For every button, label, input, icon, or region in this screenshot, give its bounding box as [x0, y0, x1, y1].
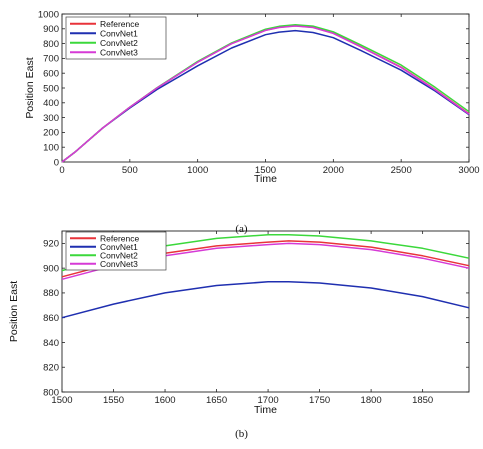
chart-a-ytick-label: 100	[43, 143, 59, 154]
chart-a-xtick-label: 500	[122, 165, 138, 176]
chart-a-xtick-label: 0	[59, 165, 64, 176]
chart-b-xtick-label: 1700	[258, 395, 279, 406]
chart-a-series-convnet3	[61, 25, 470, 163]
chart-a-xtick-label: 3000	[458, 165, 479, 176]
chart-b: 1500 1550 1600 1650 1700 1750 1800 1850 800 820 84…	[8, 230, 470, 440]
chart-b-xtick-label: 1750	[309, 395, 330, 406]
chart-b-caption: (b)	[235, 428, 248, 440]
chart-b-ylabel: Position East	[8, 281, 20, 342]
chart-b-ytick-label: 900	[43, 263, 59, 274]
chart-a: 0 500 1000 1500 2000 2500 30000100200300400500…	[24, 9, 480, 235]
chart-a-caption: (a)	[235, 223, 248, 235]
chart-b-xtick-label: 1550	[103, 395, 124, 406]
chart-a-xtick-label: 2500	[391, 165, 412, 176]
chart-a-ytick-label: 800	[43, 39, 59, 50]
chart-b-ytick-label: 860	[43, 313, 59, 324]
chart-b-xtick-label: 1500	[51, 395, 72, 406]
chart-a-legend-label: ConvNet1	[100, 28, 138, 38]
chart-a-xtick-label: 1000	[187, 165, 208, 176]
chart-a-xlabel: Time	[254, 173, 277, 185]
chart-b-legend-label: ConvNet2	[100, 250, 138, 260]
chart-a-ytick-label: 400	[43, 98, 59, 109]
chart-b-axes-frame	[61, 230, 470, 393]
chart-a-ytick-label: 300	[43, 113, 59, 124]
chart-b-ytick-label: 840	[43, 338, 59, 349]
chart-b-ytick-label: 820	[43, 363, 59, 374]
chart-b-xtick-label: 1850	[412, 395, 433, 406]
chart-a-ytick-label: 900	[43, 24, 59, 35]
chart-b-xtick-label: 1800	[361, 395, 382, 406]
chart-a-legend-label: ConvNet3	[100, 47, 138, 57]
chart-b-ytick-label: 880	[43, 288, 59, 299]
chart-a-ytick-label: 0	[54, 157, 59, 168]
chart-b-series-convnet1	[61, 281, 470, 319]
chart-a-xtick-label: 1500	[255, 165, 276, 176]
chart-a-ylabel: Position East	[24, 57, 36, 118]
chart-a-ytick-label: 200	[43, 128, 59, 139]
chart-a-legend-label: ConvNet2	[100, 38, 138, 48]
chart-b-legend-label: ConvNet1	[100, 242, 138, 252]
chart-a-legend-label: Reference	[100, 19, 139, 29]
chart-b-xtick-label: 1650	[206, 395, 227, 406]
chart-b-legend-label: Reference	[100, 233, 139, 243]
chart-a-xtick-label: 2000	[323, 165, 344, 176]
chart-b-ytick-label: 800	[43, 387, 59, 398]
chart-a-ytick-label: 1000	[38, 9, 59, 20]
chart-b-xtick-label: 1600	[154, 395, 175, 406]
chart-a-ytick-label: 500	[43, 83, 59, 94]
chart-b-legend-label: ConvNet3	[100, 259, 138, 269]
chart-a-ytick-label: 600	[43, 69, 59, 80]
chart-b-xlabel: Time	[254, 404, 277, 416]
chart-b-ytick-label: 920	[43, 239, 59, 250]
chart-a-ytick-label: 700	[43, 54, 59, 65]
